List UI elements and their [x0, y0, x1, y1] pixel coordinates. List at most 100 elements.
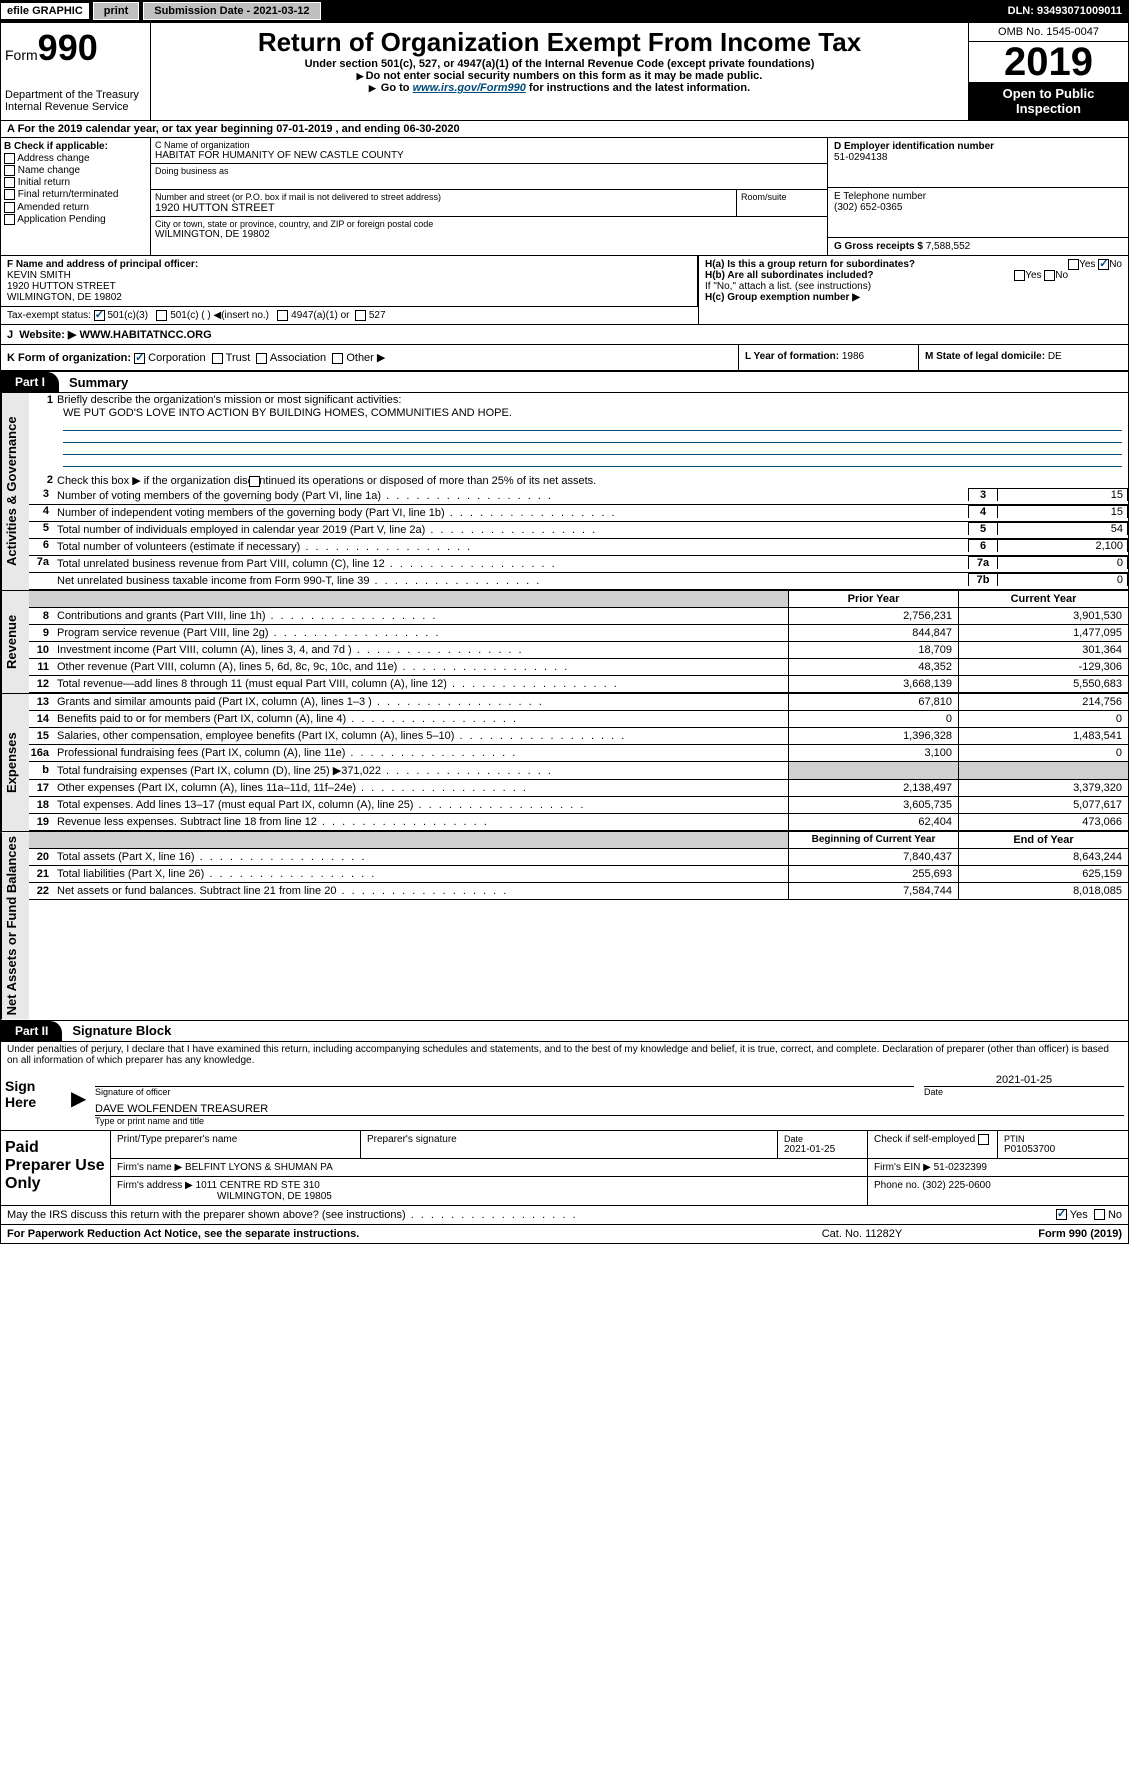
part2-title: Signature Block	[62, 1023, 171, 1038]
net-lead-gray	[29, 832, 788, 848]
side-net-assets: Net Assets or Fund Balances	[1, 832, 29, 1019]
website-value: WWW.HABITATNCC.ORG	[79, 329, 211, 341]
chk-trust[interactable]	[212, 353, 223, 364]
chk-other-org[interactable]	[332, 353, 343, 364]
firm-addr2: WILMINGTON, DE 19805	[117, 1191, 861, 1202]
submission-date: Submission Date - 2021-03-12	[143, 2, 320, 20]
section-revenue: Revenue Prior Year Current Year 8 Contri…	[1, 590, 1128, 693]
col-deg: D Employer identification number 51-0294…	[828, 138, 1128, 255]
firm-ein: 51-0232399	[934, 1162, 987, 1173]
subtitle-3: Go to www.irs.gov/Form990 for instructio…	[155, 82, 964, 94]
print-button[interactable]: print	[93, 2, 139, 20]
room-label: Room/suite	[741, 192, 823, 202]
financial-line: 20 Total assets (Part X, line 16) 7,840,…	[29, 849, 1128, 866]
dba-label: Doing business as	[155, 166, 823, 176]
chk-hb-yes[interactable]	[1014, 270, 1025, 281]
chk-name-change[interactable]: Name change	[4, 165, 147, 176]
hc-group-exemption: H(c) Group exemption number ▶	[705, 292, 1122, 303]
col-f-officer: F Name and address of principal officer:…	[1, 256, 698, 306]
tel-value: (302) 652-0365	[834, 202, 1122, 213]
hdr-beginning-year: Beginning of Current Year	[788, 832, 958, 848]
chk-527[interactable]	[355, 310, 366, 321]
part1-title: Summary	[59, 375, 128, 390]
paid-preparer-label: Paid Preparer Use Only	[1, 1131, 111, 1205]
form-number: 990	[38, 27, 98, 68]
chk-ha-no[interactable]	[1098, 259, 1109, 270]
gross-value: 7,588,552	[926, 241, 971, 252]
block-fh: F Name and address of principal officer:…	[1, 256, 1128, 325]
financial-line: 11 Other revenue (Part VIII, column (A),…	[29, 659, 1128, 676]
ein-value: 51-0294138	[834, 152, 1122, 163]
form-footer-label: Form 990 (2019)	[962, 1228, 1122, 1240]
chk-self-employed[interactable]	[978, 1134, 989, 1145]
tel-label: E Telephone number	[834, 191, 1122, 202]
cat-number: Cat. No. 11282Y	[762, 1228, 962, 1240]
chk-discontinued[interactable]	[249, 476, 260, 487]
ptin-value: P01053700	[1004, 1144, 1122, 1155]
financial-line: 10 Investment income (Part VIII, column …	[29, 642, 1128, 659]
city-state-zip: WILMINGTON, DE 19802	[155, 229, 823, 240]
financial-line: 13 Grants and similar amounts paid (Part…	[29, 694, 1128, 711]
block-bcd: B Check if applicable: Address change Na…	[1, 138, 1128, 256]
street-address: 1920 HUTTON STREET	[155, 202, 732, 214]
row-a-tax-year: A For the 2019 calendar year, or tax yea…	[1, 121, 1128, 138]
chk-application-pending[interactable]: Application Pending	[4, 214, 147, 225]
chk-hb-no[interactable]	[1044, 270, 1055, 281]
form-container: Form990 Department of the Treasury Inter…	[0, 22, 1129, 1244]
prep-sig-label: Preparer's signature	[361, 1131, 778, 1158]
summary-line: 4 Number of independent voting members o…	[29, 505, 1128, 522]
sig-officer-label: Signature of officer	[95, 1087, 914, 1097]
col-k-form-org: K Form of organization: Corporation Trus…	[1, 345, 738, 370]
col-c-org-info: C Name of organization HABITAT FOR HUMAN…	[151, 138, 828, 255]
summary-line: Net unrelated business taxable income fr…	[29, 573, 1128, 590]
ein-label: D Employer identification number	[834, 141, 1122, 152]
financial-line: 19 Revenue less expenses. Subtract line …	[29, 814, 1128, 831]
prep-date: 2021-01-25	[784, 1144, 861, 1155]
discuss-row: May the IRS discuss this return with the…	[1, 1206, 1128, 1225]
chk-discuss-no[interactable]	[1094, 1209, 1105, 1220]
officer-label: F Name and address of principal officer:	[7, 259, 691, 270]
firm-name: BELFINT LYONS & SHUMAN PA	[185, 1162, 333, 1173]
chk-ha-yes[interactable]	[1068, 259, 1079, 270]
financial-line: 22 Net assets or fund balances. Subtract…	[29, 883, 1128, 900]
city-label: City or town, state or province, country…	[155, 219, 823, 229]
financial-line: 17 Other expenses (Part IX, column (A), …	[29, 780, 1128, 797]
org-name: HABITAT FOR HUMANITY OF NEW CASTLE COUNT…	[155, 150, 823, 161]
pra-notice: For Paperwork Reduction Act Notice, see …	[7, 1228, 762, 1240]
chk-corporation[interactable]	[134, 353, 145, 364]
chk-discuss-yes[interactable]	[1056, 1209, 1067, 1220]
chk-501c-other[interactable]	[156, 310, 167, 321]
financial-line: b Total fundraising expenses (Part IX, c…	[29, 762, 1128, 780]
officer-addr2: WILMINGTON, DE 19802	[7, 292, 691, 303]
rev-lead-gray	[29, 591, 788, 607]
side-expenses: Expenses	[1, 694, 29, 831]
sig-date-label: Date	[924, 1087, 1124, 1097]
chk-address-change[interactable]: Address change	[4, 153, 147, 164]
financial-line: 16a Professional fundraising fees (Part …	[29, 745, 1128, 762]
chk-4947[interactable]	[277, 310, 288, 321]
block-klm: K Form of organization: Corporation Trus…	[1, 345, 1128, 372]
financial-line: 18 Total expenses. Add lines 13–17 (must…	[29, 797, 1128, 814]
hdr-current-year: Current Year	[958, 591, 1128, 607]
chk-501c3[interactable]	[94, 310, 105, 321]
addr-label: Number and street (or P.O. box if mail i…	[155, 192, 732, 202]
tax-year: 2019	[969, 42, 1128, 82]
chk-association[interactable]	[256, 353, 267, 364]
gross-label: G Gross receipts $	[834, 241, 926, 252]
form-prefix: Form	[5, 47, 38, 63]
chk-amended-return[interactable]: Amended return	[4, 202, 147, 213]
firm-addr1: 1011 CENTRE RD STE 310	[196, 1180, 320, 1191]
sign-here-label: Sign Here	[1, 1068, 71, 1130]
col-b-header: B Check if applicable:	[4, 141, 147, 152]
section-governance: Activities & Governance 1Briefly describ…	[1, 392, 1128, 590]
form990-link[interactable]: www.irs.gov/Form990	[413, 82, 526, 94]
chk-final-return[interactable]: Final return/terminated	[4, 189, 147, 200]
chk-initial-return[interactable]: Initial return	[4, 177, 147, 188]
hdr-prior-year: Prior Year	[788, 591, 958, 607]
financial-line: 14 Benefits paid to or for members (Part…	[29, 711, 1128, 728]
tax-exempt-label: Tax-exempt status:	[7, 310, 91, 321]
top-toolbar: efile GRAPHIC print Submission Date - 20…	[0, 0, 1129, 22]
financial-line: 9 Program service revenue (Part VIII, li…	[29, 625, 1128, 642]
financial-line: 8 Contributions and grants (Part VIII, l…	[29, 608, 1128, 625]
section-expenses: Expenses 13 Grants and similar amounts p…	[1, 693, 1128, 831]
